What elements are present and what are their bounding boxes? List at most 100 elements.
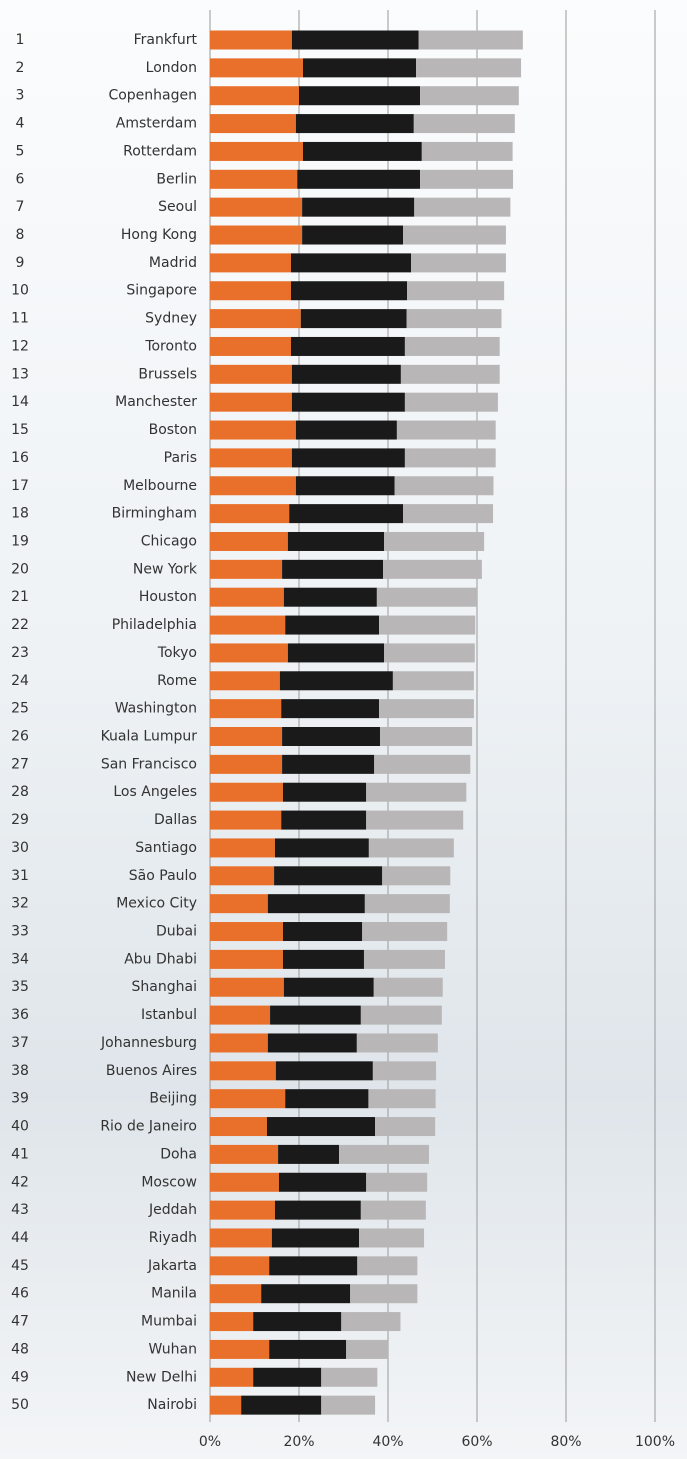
bar-segment (379, 616, 475, 635)
bar-segment (276, 1061, 373, 1080)
bar-segment (210, 811, 281, 830)
rank-label: 3 (16, 88, 25, 104)
bar-segment (411, 253, 506, 272)
bar-segment (420, 170, 513, 189)
bar-segment (364, 950, 445, 969)
x-tick-label: 40% (372, 1434, 403, 1450)
bar-segment (210, 1284, 261, 1303)
bar-segment (414, 114, 515, 133)
rank-label: 37 (11, 1035, 29, 1051)
rank-label: 9 (16, 255, 25, 271)
rank-label: 49 (11, 1369, 29, 1385)
bar-segment (210, 950, 283, 969)
rank-label: 4 (16, 116, 25, 132)
bar-segment (210, 922, 283, 941)
rank-label: 41 (11, 1146, 29, 1162)
bar-segment (339, 1145, 429, 1164)
y-tick-label: Mexico City (116, 896, 197, 912)
bar-segment (279, 1173, 366, 1192)
bar-segment (420, 86, 519, 105)
bar-segment (291, 337, 405, 356)
rank-label: 40 (11, 1119, 29, 1135)
bar-segment (366, 811, 463, 830)
bar-segment (210, 142, 303, 161)
bar-segment (384, 643, 475, 662)
rank-label: 31 (11, 868, 29, 884)
bar-segment (210, 58, 303, 77)
rank-label: 30 (11, 840, 29, 856)
bar-segment (282, 755, 374, 774)
bar-segment (282, 560, 383, 579)
bar-segment (302, 198, 414, 217)
bar-segment (210, 253, 291, 272)
bar-segment (346, 1340, 388, 1359)
bar-segment (369, 838, 454, 857)
y-tick-label: Nairobi (147, 1397, 197, 1413)
bar-segment (289, 504, 403, 523)
bar-segment (414, 198, 510, 217)
bar-segment (397, 421, 496, 440)
bar-segment (274, 866, 382, 885)
rank-label: 44 (11, 1230, 29, 1246)
bar-segment (379, 699, 474, 718)
bar-segment (373, 1061, 436, 1080)
bar-segment (374, 978, 443, 997)
y-tick-label: Copenhagen (108, 88, 197, 104)
rank-label: 8 (16, 227, 25, 243)
y-tick-label: Amsterdam (116, 116, 197, 132)
y-tick-label: Seoul (158, 199, 197, 215)
rank-label: 29 (11, 812, 29, 828)
bar-segment (210, 337, 291, 356)
y-tick-label: Jakarta (147, 1258, 197, 1274)
bar-segment (288, 643, 384, 662)
rank-label: 13 (11, 366, 29, 382)
rank-label: 45 (11, 1258, 29, 1274)
bar-segment (210, 699, 281, 718)
rank-label: 2 (16, 60, 25, 76)
bar-segment (292, 31, 419, 50)
bar-segment (419, 31, 523, 50)
bar-segment (253, 1368, 321, 1387)
bar-segment (362, 922, 447, 941)
bar-segment (275, 838, 369, 857)
bar-segment (296, 476, 395, 495)
rank-label: 19 (11, 533, 29, 549)
y-tick-label: Birmingham (112, 506, 197, 522)
bar-segment (280, 671, 393, 690)
rank-label: 12 (11, 338, 29, 354)
bar-segment (210, 1228, 272, 1247)
bar-segment (210, 448, 292, 467)
bar-segment (210, 198, 302, 217)
bar-segment (359, 1228, 424, 1247)
rank-label: 10 (11, 283, 29, 299)
y-tick-label: Beijing (149, 1091, 197, 1107)
rank-label: 15 (11, 422, 29, 438)
rank-label: 11 (11, 311, 29, 327)
bar-segment (285, 1089, 368, 1108)
bar-segment (210, 421, 296, 440)
y-tick-label: Boston (149, 422, 197, 438)
rank-label: 16 (11, 450, 29, 466)
rank-label: 28 (11, 784, 29, 800)
rank-label: 17 (11, 478, 29, 494)
bar-segment (384, 532, 484, 551)
bar-segment (210, 476, 296, 495)
y-tick-label: Mumbai (141, 1314, 197, 1330)
bar-segment (361, 1201, 426, 1220)
rank-label: 21 (11, 589, 29, 605)
rank-label: 50 (11, 1397, 29, 1413)
bar-segment (210, 31, 292, 50)
rank-label: 22 (11, 617, 29, 633)
bar-segment (374, 755, 470, 774)
bar-segment (288, 532, 384, 551)
bar-segment (210, 281, 291, 300)
y-tick-label: Moscow (141, 1174, 197, 1190)
rank-label: 23 (11, 645, 29, 661)
y-tick-label: Washington (115, 701, 197, 717)
bar-segment (268, 1033, 357, 1052)
bar-segment (403, 504, 493, 523)
bar-segment (281, 811, 366, 830)
y-tick-label: São Paulo (129, 868, 197, 884)
bar-segment (292, 448, 405, 467)
y-tick-label: Abu Dhabi (124, 951, 197, 967)
